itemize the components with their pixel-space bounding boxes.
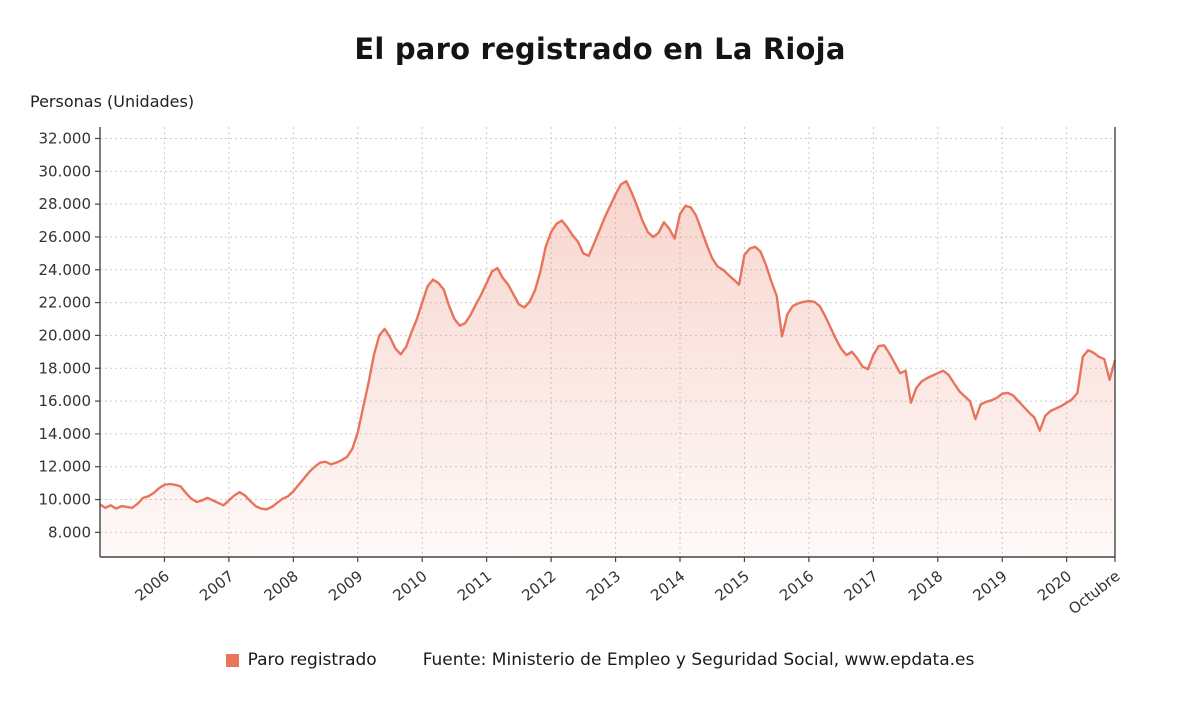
unemployment-area-chart: 32.000 30.000 28.000 26.000 24.000 22.000 20.0…: [39, 127, 1124, 618]
svg-text:30.000: 30.000: [39, 162, 92, 180]
svg-text:2012: 2012: [518, 567, 559, 605]
y-axis-title: Personas (Unidades): [30, 92, 195, 111]
svg-text:2014: 2014: [647, 567, 688, 605]
svg-text:24.000: 24.000: [39, 261, 92, 279]
svg-text:32.000: 32.000: [39, 129, 92, 147]
svg-text:2016: 2016: [776, 567, 817, 605]
svg-text:2009: 2009: [325, 567, 366, 605]
page-title: El paro registrado en La Rioja: [354, 32, 846, 66]
svg-text:2010: 2010: [389, 567, 430, 605]
source-attribution: Fuente: Ministerio de Empleo y Seguridad…: [422, 650, 975, 670]
axes: [95, 127, 1116, 562]
svg-text:28.000: 28.000: [39, 195, 92, 213]
svg-text:2015: 2015: [712, 567, 753, 605]
series-line: [99, 179, 1117, 511]
svg-text:2006: 2006: [132, 567, 173, 605]
legend-item-paro-registrado: Paro registrado: [225, 650, 377, 670]
svg-text:16.000: 16.000: [39, 392, 92, 410]
svg-text:2007: 2007: [196, 567, 237, 605]
svg-text:12.000: 12.000: [39, 458, 92, 476]
svg-text:18.000: 18.000: [39, 359, 92, 377]
svg-text:22.000: 22.000: [39, 294, 92, 312]
svg-text:2008: 2008: [261, 567, 302, 605]
svg-text:26.000: 26.000: [39, 228, 92, 246]
svg-text:2013: 2013: [583, 567, 624, 605]
svg-text:20.000: 20.000: [39, 326, 92, 344]
svg-text:2011: 2011: [454, 567, 495, 605]
svg-text:2018: 2018: [905, 567, 946, 605]
svg-text:14.000: 14.000: [39, 425, 92, 443]
y-tick-labels: 32.000 30.000 28.000 26.000 24.000 22.000 20.0…: [39, 129, 92, 541]
x-tick-labels: 2006 2007 2008 2009 2010 2011 2012 2013 2014 2015…: [132, 567, 1124, 618]
legend-color-swatch: [225, 653, 239, 667]
svg-text:8.000: 8.000: [48, 523, 91, 541]
legend-series-label: Paro registrado: [247, 650, 377, 670]
svg-text:10.000: 10.000: [39, 491, 92, 509]
svg-text:Octubre: Octubre: [1065, 567, 1123, 618]
chart-legend: Paro registrado Fuente: Ministerio de Em…: [0, 650, 1200, 670]
svg-text:2017: 2017: [841, 567, 882, 605]
series-area-fill: [100, 181, 1115, 557]
svg-text:2019: 2019: [969, 567, 1010, 605]
svg-text:2020: 2020: [1034, 567, 1075, 605]
